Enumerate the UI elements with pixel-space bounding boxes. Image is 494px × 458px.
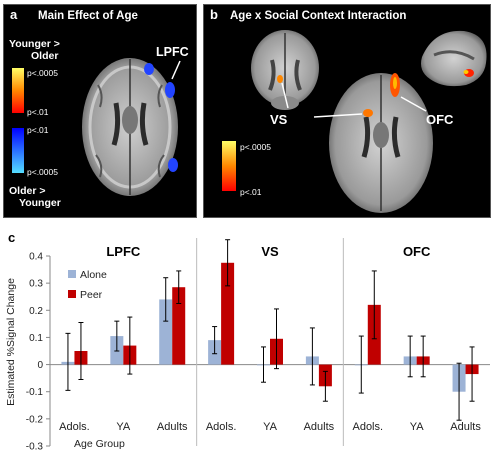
brain-coronal-slice: [251, 30, 319, 110]
y-tick-label: 0.4: [29, 252, 43, 263]
x-tick-label: YA: [410, 421, 425, 433]
panel-a: a Main Effect of Age Younger > Older Old…: [3, 4, 197, 218]
lpfc-region-label: LPFC: [156, 45, 189, 59]
scale-tick-label: p<.0005: [27, 167, 58, 177]
activation-blob: [165, 82, 175, 98]
legend-label-alone: Alone: [80, 269, 107, 281]
bar: [403, 356, 417, 365]
y-tick-label: -0.3: [26, 442, 44, 453]
x-axis-label: Age Group: [74, 438, 125, 450]
y-tick-label: -0.2: [26, 414, 44, 425]
bar: [74, 351, 88, 365]
subplot-title: OFC: [403, 244, 431, 259]
x-tick-label: YA: [116, 421, 131, 433]
scale-tick-label: p<.0005: [27, 68, 58, 78]
panel-a-figure: p<.0005 p<.01 p<.01 p<.0005 LPFC: [12, 45, 189, 196]
bar: [172, 287, 186, 365]
bar: [318, 364, 332, 387]
panel-b-letter: b: [210, 7, 218, 22]
scale-tick-label: p<.01: [27, 125, 49, 135]
bar: [416, 356, 430, 365]
legend-swatch-peer: [68, 290, 76, 298]
x-tick-label: Adols.: [59, 421, 90, 433]
scale-bottom-label-line1: Older >: [9, 185, 46, 197]
bar: [61, 361, 75, 365]
x-tick-label: Adults: [450, 421, 481, 433]
bar: [123, 345, 137, 365]
y-tick-label: 0: [37, 360, 43, 371]
bar: [465, 364, 479, 375]
panel-a-letter: a: [10, 7, 18, 22]
ofc-region-label: OFC: [426, 112, 454, 127]
activation-blob: [168, 158, 178, 172]
scale-bottom-label-line2: Younger: [19, 197, 61, 209]
panel-a-title: Main Effect of Age: [38, 10, 138, 22]
x-tick-label: Adols.: [352, 421, 383, 433]
activation-blob: [363, 109, 373, 117]
cool-colorbar: [12, 128, 24, 173]
x-tick-label: Adols.: [206, 421, 237, 433]
scale-bottom-label: Older > Younger: [9, 185, 61, 209]
bar: [221, 262, 235, 365]
bar: [110, 336, 124, 365]
panel-c-letter: c: [8, 230, 16, 245]
y-tick-label: 0.2: [29, 306, 43, 317]
activation-blob: [144, 63, 154, 75]
scale-top-label-line1: Younger >: [9, 38, 60, 50]
bar: [257, 364, 270, 366]
chart-frame: 0.4 0.3 0.2 0.1 0 -0.1 -0.2 -0.3: [26, 238, 490, 453]
legend-swatch-alone: [68, 270, 76, 278]
vs-region-label: VS: [270, 112, 288, 127]
panel-b-figure: p<.0005 p<.01 VS OFC: [222, 30, 487, 213]
activation-blob: [277, 75, 283, 83]
brain-axial-slice: [313, 73, 433, 213]
warm-colorbar: [12, 68, 24, 113]
bar: [354, 364, 368, 366]
bar: [367, 304, 381, 365]
scale-top-label-line2: Older: [31, 50, 59, 62]
y-tick-label: 0.1: [29, 333, 43, 344]
scale-tick-label: p<.0005: [240, 142, 271, 152]
x-tick-label: YA: [263, 421, 278, 433]
y-axis-label: Estimated %Signal Change: [5, 278, 17, 406]
subplot-title: VS: [261, 244, 279, 259]
y-tick-label: 0.3: [29, 279, 43, 290]
bar: [159, 299, 173, 365]
y-tick-label: -0.1: [26, 387, 44, 398]
bar: [270, 338, 283, 365]
warm-colorbar: [222, 141, 236, 191]
bar: [305, 356, 319, 365]
bar: [208, 340, 222, 365]
panel-b-title: Age x Social Context Interaction: [230, 10, 407, 22]
brain-axial-slice: [82, 58, 181, 196]
panel-b: b Age x Social Context Interaction: [203, 4, 491, 218]
brain-sagittal-slice: [421, 30, 487, 87]
legend-label-peer: Peer: [80, 289, 103, 301]
subplot-title: LPFC: [106, 244, 141, 259]
x-tick-label: Adults: [157, 421, 188, 433]
scale-top-label: Younger > Older: [9, 38, 60, 62]
x-tick-label: Adults: [304, 421, 335, 433]
scale-tick-label: p<.01: [27, 107, 49, 117]
bar: [452, 364, 466, 392]
chart-marks: LPFC Adols. YA Adults VS Adols. YA Adults OFC Ado…: [59, 239, 481, 433]
scale-tick-label: p<.01: [240, 187, 262, 197]
